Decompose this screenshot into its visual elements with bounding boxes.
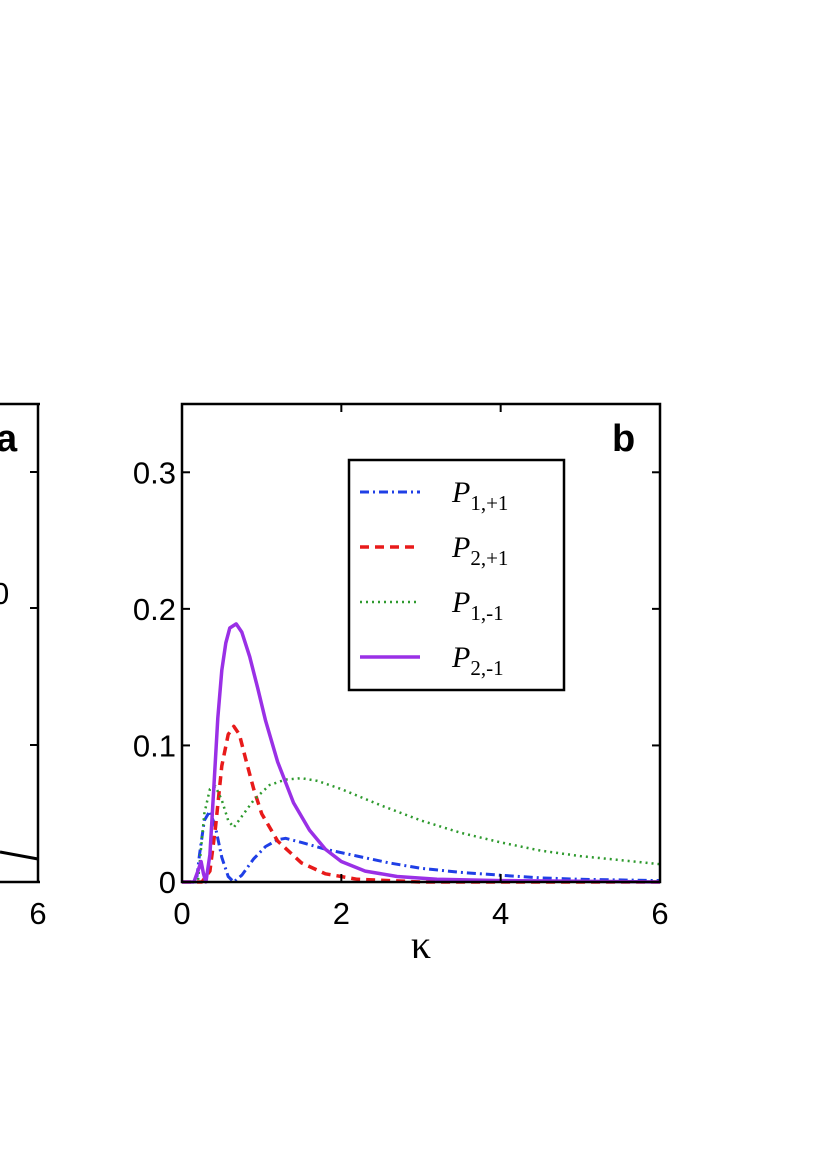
panel-b: 0 2 4 6 0 0.1 0.2 0.3 b κ P1,+1 P2,+1 P1,-1 P2,-1	[133, 402, 669, 967]
plot-frame	[180, 402, 662, 884]
legend-label-3: P1,-1	[451, 586, 504, 625]
panel-a-partial-label: 0	[0, 576, 9, 611]
y-tick-label: 0.2	[133, 592, 176, 627]
series-line-4	[182, 622, 661, 884]
y-tick-label: 0.3	[133, 455, 176, 490]
panel-a: a 6 0	[0, 402, 47, 931]
x-tick-label: 4	[492, 896, 509, 931]
panel-a-curve	[0, 850, 39, 861]
legend-box	[347, 458, 566, 692]
series-line-1	[182, 809, 661, 884]
legend-label-1: P1,+1	[451, 476, 508, 515]
legend-items: P1,+1 P2,+1 P1,-1 P2,-1	[360, 476, 508, 680]
legend-label-4: P2,-1	[451, 641, 504, 680]
panel-b-label: b	[612, 418, 635, 460]
ticks-group: 0 2 4 6 0 0.1 0.2 0.3	[133, 404, 669, 931]
y-tick-label: 0	[159, 865, 176, 900]
panel-a-label: a	[0, 418, 18, 460]
x-tick-label: 6	[651, 896, 668, 931]
panel-a-x-tick-label: 6	[29, 896, 46, 931]
series-line-3	[182, 776, 661, 884]
x-axis-label: κ	[411, 922, 431, 967]
y-tick-label: 0.1	[133, 728, 176, 763]
x-tick-label: 2	[333, 896, 350, 931]
series-group	[182, 622, 661, 884]
series-line-2	[182, 724, 660, 884]
x-tick-label: 0	[173, 896, 190, 931]
legend: P1,+1 P2,+1 P1,-1 P2,-1	[347, 458, 566, 692]
legend-label-2: P2,+1	[451, 531, 508, 570]
